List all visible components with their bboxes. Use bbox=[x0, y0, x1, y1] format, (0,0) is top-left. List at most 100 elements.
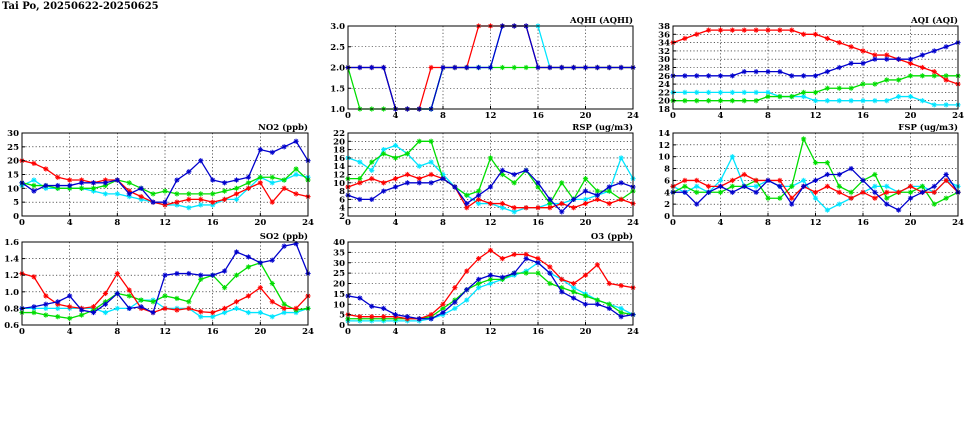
data-point bbox=[150, 309, 156, 316]
data-point bbox=[464, 200, 470, 207]
data-point bbox=[729, 98, 735, 104]
y-tick-label: 10 bbox=[333, 179, 345, 189]
data-point bbox=[293, 138, 299, 144]
data-point bbox=[31, 177, 37, 183]
y-tick-label: 1.4 bbox=[4, 255, 19, 265]
data-point bbox=[464, 287, 470, 293]
data-point bbox=[210, 177, 216, 183]
x-tick-label: 8 bbox=[440, 327, 446, 337]
data-point bbox=[487, 272, 494, 278]
data-point bbox=[138, 194, 144, 200]
x-tick-label: 8 bbox=[114, 327, 120, 337]
data-point bbox=[269, 299, 275, 305]
data-point bbox=[535, 64, 541, 71]
data-point bbox=[221, 285, 228, 291]
data-point bbox=[257, 174, 263, 180]
data-point bbox=[741, 27, 747, 33]
data-point bbox=[896, 207, 902, 213]
data-point bbox=[102, 301, 109, 307]
data-point bbox=[547, 280, 553, 287]
data-point bbox=[404, 171, 410, 178]
data-point bbox=[43, 293, 49, 299]
x-tick-label: 24 bbox=[627, 327, 639, 337]
data-point bbox=[174, 307, 180, 313]
data-point bbox=[812, 189, 819, 195]
data-point bbox=[919, 183, 925, 189]
data-point bbox=[717, 189, 724, 195]
data-point bbox=[559, 64, 565, 71]
x-tick-label: 16 bbox=[532, 327, 544, 337]
data-point bbox=[741, 89, 747, 95]
data-point bbox=[369, 64, 375, 71]
data-point bbox=[357, 196, 363, 202]
data-point bbox=[801, 183, 807, 189]
data-point bbox=[198, 309, 204, 315]
data-point bbox=[114, 177, 120, 183]
data-point bbox=[31, 309, 37, 316]
chart-title: NO2 (ppb) bbox=[258, 122, 308, 133]
data-point bbox=[464, 64, 470, 71]
data-point bbox=[694, 98, 700, 104]
data-point bbox=[907, 56, 914, 62]
data-point bbox=[594, 301, 600, 307]
data-point bbox=[706, 183, 712, 189]
data-point bbox=[582, 64, 589, 71]
data-point bbox=[198, 191, 204, 197]
data-point bbox=[618, 314, 624, 320]
data-point bbox=[872, 183, 878, 189]
data-point bbox=[381, 305, 387, 311]
data-point bbox=[428, 180, 434, 186]
y-tick-label: 14 bbox=[658, 129, 670, 139]
data-point bbox=[357, 176, 363, 182]
data-point bbox=[594, 262, 600, 268]
x-tick-label: 20 bbox=[254, 218, 266, 228]
data-point bbox=[836, 64, 842, 71]
x-tick-label: 20 bbox=[580, 111, 592, 121]
y-tick-label: 0 bbox=[664, 212, 670, 222]
data-point bbox=[836, 201, 842, 207]
data-point bbox=[682, 73, 688, 79]
x-tick-label: 4 bbox=[67, 327, 73, 337]
data-point bbox=[836, 189, 842, 195]
data-point bbox=[452, 64, 458, 71]
x-tick-label: 0 bbox=[345, 218, 351, 228]
y-tick-label: 5 bbox=[13, 198, 19, 208]
data-point bbox=[174, 270, 180, 277]
data-point bbox=[931, 201, 937, 207]
y-tick-label: 1.0 bbox=[330, 105, 345, 115]
data-point bbox=[55, 174, 61, 180]
data-point bbox=[943, 177, 949, 184]
data-point bbox=[872, 52, 878, 58]
data-point bbox=[487, 200, 494, 207]
y-tick-label: 2.0 bbox=[330, 64, 345, 74]
x-tick-label: 0 bbox=[670, 218, 676, 228]
data-point bbox=[114, 305, 120, 311]
data-point bbox=[381, 64, 387, 71]
data-point bbox=[836, 183, 842, 189]
chart-title: AQI (AQI) bbox=[910, 15, 958, 26]
y-tick-label: 35 bbox=[333, 248, 345, 258]
data-point bbox=[907, 93, 914, 100]
data-point bbox=[257, 309, 263, 316]
y-tick-label: 8 bbox=[339, 187, 345, 197]
x-tick-label: 4 bbox=[718, 218, 724, 228]
data-point bbox=[860, 48, 866, 54]
x-tick-label: 20 bbox=[580, 327, 592, 337]
y-tick-label: 0.8 bbox=[4, 304, 19, 314]
data-point bbox=[931, 48, 937, 54]
data-point bbox=[694, 183, 700, 189]
x-tick-label: 16 bbox=[207, 218, 219, 228]
data-point bbox=[594, 64, 600, 71]
data-point bbox=[777, 69, 783, 75]
data-point bbox=[717, 89, 724, 95]
data-point bbox=[55, 314, 61, 320]
data-point bbox=[210, 199, 216, 205]
data-point bbox=[464, 268, 470, 274]
data-point bbox=[872, 171, 878, 178]
data-point bbox=[907, 73, 914, 79]
data-point bbox=[872, 98, 878, 104]
data-point bbox=[440, 309, 446, 316]
x-tick-label: 16 bbox=[207, 327, 219, 337]
